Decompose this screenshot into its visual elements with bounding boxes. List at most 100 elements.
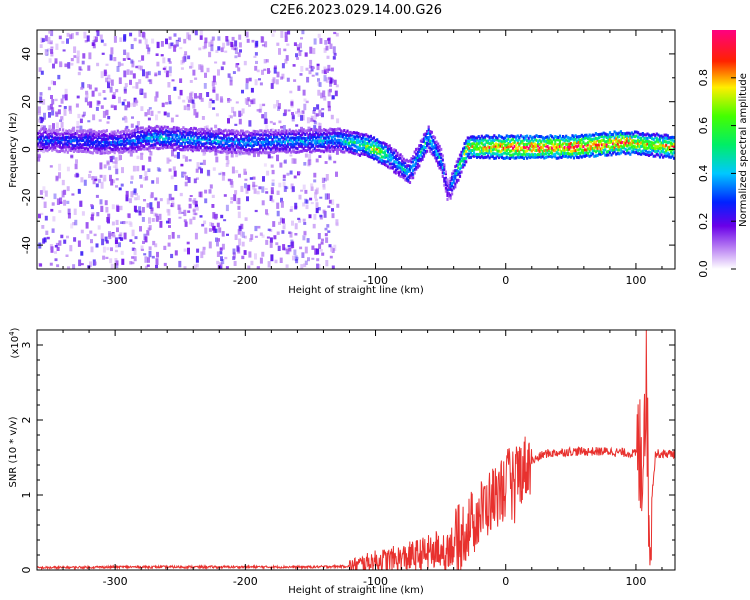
signal-cell (540, 155, 543, 159)
signal-cell (54, 141, 57, 145)
signal-cell (452, 180, 455, 184)
signal-cell (40, 128, 43, 132)
noise-cell (256, 266, 260, 269)
noise-cell (331, 199, 335, 205)
signal-cell (285, 150, 288, 154)
noise-cell (291, 112, 294, 116)
signal-cell (158, 143, 162, 146)
noise-cell (150, 207, 154, 212)
signal-cell (429, 142, 432, 146)
signal-cell (226, 137, 229, 141)
signal-cell (527, 155, 530, 159)
signal-cell (333, 147, 337, 151)
signal-cell (412, 160, 415, 164)
signal-cell (416, 162, 419, 166)
signal-cell (652, 137, 655, 141)
signal-cell (430, 135, 433, 139)
signal-cell (526, 139, 529, 143)
signal-cell (169, 133, 172, 136)
noise-cell (110, 263, 114, 269)
noise-cell (315, 72, 319, 76)
signal-cell (68, 136, 71, 140)
signal-cell (496, 149, 499, 153)
noise-cell (146, 230, 150, 236)
noise-cell (308, 70, 312, 75)
signal-cell (399, 153, 402, 157)
signal-cell (469, 155, 472, 159)
signal-cell (533, 153, 537, 156)
signal-cell (46, 136, 49, 140)
signal-cell (218, 150, 221, 154)
signal-cell (183, 141, 187, 145)
noise-cell (140, 153, 144, 160)
noise-cell (75, 103, 79, 108)
signal-cell (151, 143, 154, 147)
signal-cell (110, 141, 113, 145)
signal-cell (324, 148, 327, 152)
signal-cell (407, 178, 410, 182)
signal-cell (505, 143, 508, 147)
signal-cell (591, 149, 594, 152)
signal-cell (337, 145, 340, 149)
noise-cell (134, 193, 138, 196)
signal-cell (651, 137, 654, 141)
noise-cell (138, 30, 142, 37)
signal-cell (207, 131, 210, 135)
signal-cell (365, 148, 368, 152)
noise-cell (123, 99, 127, 102)
signal-cell (394, 157, 397, 161)
signal-cell (416, 158, 419, 162)
noise-cell (291, 220, 294, 226)
signal-cell (174, 142, 177, 146)
signal-cell (654, 135, 657, 139)
noise-cell (184, 51, 188, 56)
signal-cell (324, 128, 327, 132)
signal-cell (547, 136, 551, 140)
signal-cell (93, 146, 96, 150)
signal-cell (38, 135, 41, 139)
signal-cell (165, 146, 168, 150)
noise-cell (335, 171, 338, 177)
signal-cell (174, 148, 177, 152)
noise-cell (151, 218, 155, 222)
signal-cell (326, 148, 329, 152)
signal-cell (383, 163, 387, 167)
noise-cell (249, 238, 253, 242)
signal-cell (282, 140, 285, 143)
noise-cell (272, 77, 276, 84)
signal-cell (344, 133, 347, 137)
signal-cell (602, 131, 605, 135)
signal-cell (652, 154, 655, 158)
signal-cell (529, 148, 532, 152)
signal-cell (180, 148, 183, 152)
signal-cell (97, 132, 101, 136)
noise-cell (49, 103, 53, 110)
signal-cell (122, 130, 126, 134)
signal-cell (637, 144, 640, 148)
noise-cell (62, 94, 66, 99)
signal-cell (82, 146, 85, 150)
noise-cell (125, 190, 129, 197)
signal-cell (379, 159, 382, 163)
signal-cell (524, 142, 527, 146)
signal-cell (166, 125, 169, 129)
noise-cell (86, 234, 90, 240)
noise-cell (237, 229, 241, 235)
signal-cell (571, 134, 574, 138)
snr-x-tick-label: 100 (625, 575, 646, 588)
signal-cell (396, 167, 399, 171)
noise-cell (168, 100, 172, 105)
signal-cell (355, 138, 358, 142)
signal-cell (133, 139, 137, 143)
signal-cell (297, 135, 301, 139)
signal-cell (493, 134, 496, 138)
noise-cell (60, 98, 64, 104)
noise-cell (178, 260, 182, 268)
signal-cell (79, 138, 82, 142)
signal-cell (122, 137, 126, 141)
signal-cell (121, 139, 124, 143)
signal-cell (360, 152, 363, 156)
signal-cell (468, 156, 471, 160)
noise-cell (220, 214, 224, 219)
